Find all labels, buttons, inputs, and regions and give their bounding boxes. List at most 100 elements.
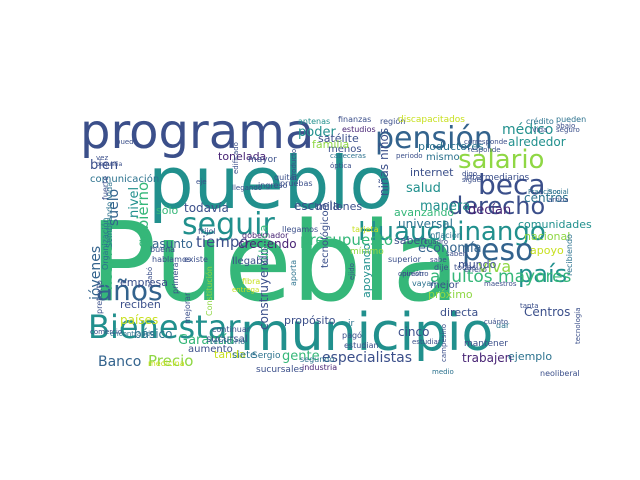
word-tiempo: tiempo	[196, 233, 249, 251]
word-presupuesto: presupuesto	[300, 231, 393, 249]
word-aumento: aumento	[188, 344, 233, 355]
word-escuela: escuela	[294, 199, 340, 213]
word-sucursal: sucursal	[206, 334, 248, 345]
word-saben: saben	[446, 250, 467, 258]
word-gobernador: gobernador	[242, 231, 289, 240]
word-region: región	[380, 116, 405, 126]
word-encontrando: encontrando	[110, 330, 154, 338]
word-pais: país	[518, 260, 567, 288]
word-adultos-mayores: adultos mayores	[430, 267, 572, 287]
word-alrededor: alrededor	[508, 135, 566, 149]
word-asunto: asunto	[152, 237, 193, 251]
word-pruebas: pruebas	[280, 179, 313, 188]
word-sigue: sigue	[462, 176, 481, 184]
word-precio: Precio	[148, 352, 193, 370]
word-sembrando-vida: Sembrando Vida	[105, 182, 114, 248]
word-antenas: antenas	[298, 117, 330, 126]
word-todavia: todavía	[184, 201, 229, 215]
word-medio: medio	[432, 368, 454, 376]
word-reciben: reciben	[120, 298, 161, 311]
word-saben: saben	[394, 234, 427, 247]
word-paises: países	[120, 313, 158, 327]
word-superior: superior	[388, 255, 422, 264]
word-digo: digo	[462, 170, 477, 178]
word-tonelada: tonelada	[218, 150, 266, 163]
word-puebla: Puebla	[90, 198, 460, 326]
word-proximo: próximo	[428, 288, 473, 301]
word-pago: pagó	[342, 330, 362, 340]
word-anos: años	[96, 274, 163, 307]
word-satelite: satélite	[318, 132, 359, 145]
word-mejor: mejor	[430, 280, 460, 291]
word-manera: manera	[420, 199, 470, 214]
word-acabo: acabó	[146, 267, 154, 288]
word-cuadro: cuadro	[424, 238, 448, 246]
word-apoyo: apoyo	[530, 244, 564, 257]
word-segundo: segundo	[300, 355, 334, 364]
word-social: Social	[548, 188, 569, 196]
word-fibra: fibra	[242, 277, 260, 286]
word-millones: millones	[316, 200, 362, 213]
word-pequena: pequeña	[96, 161, 123, 168]
word-productores: productores	[418, 140, 484, 153]
word-medico: médico	[502, 122, 553, 138]
word-corresponde: corresponde	[464, 138, 507, 146]
word-cinco: cinco	[398, 325, 429, 339]
word-internet: internet	[410, 166, 454, 179]
word-sabe: sabe	[430, 256, 447, 264]
word-todas: todas	[454, 263, 476, 272]
word-trabajen: trabajen	[462, 351, 512, 365]
word-salario: salario	[458, 145, 544, 175]
word-maestros: maestros	[484, 280, 517, 288]
word-basico: básico	[134, 327, 173, 341]
word-directa: directa	[440, 306, 478, 319]
word-proposito: propósito	[284, 314, 336, 327]
word-siete: siete	[232, 350, 256, 361]
word-neoliberal: neoliberal	[540, 369, 580, 378]
word-hospitales: hospitales	[100, 219, 116, 290]
word-garantia: Garantía	[178, 333, 234, 348]
word-vez: vez	[96, 154, 108, 162]
word-viva: viva	[478, 257, 511, 276]
word-seguro: seguro	[556, 126, 580, 134]
word-edificado: edificado	[232, 142, 240, 174]
word-centros: Centros	[524, 305, 570, 319]
word-campesino: campesino	[440, 324, 448, 362]
word-municipio: municipio	[240, 303, 493, 363]
word-territorio: territorio	[210, 337, 245, 346]
word-huauchinango: Huauchinango	[358, 217, 546, 247]
word-jovenes: jóvenes	[88, 246, 104, 301]
word-organizacion: Organización	[100, 218, 110, 270]
word-arriba: arriba	[548, 196, 569, 204]
word-especialistas: especialistas	[322, 350, 412, 366]
word-llegamos: llegamos	[282, 225, 318, 234]
word-frijol: frijol	[198, 227, 216, 236]
word-optica: óptica	[330, 162, 352, 170]
word-comunidades: comunidades	[518, 218, 592, 231]
word-menos: menos	[328, 144, 362, 155]
word-pretexto: pretexto	[95, 280, 104, 314]
word-mayor: mayor	[248, 155, 277, 165]
word-buena: buena	[150, 245, 175, 254]
word-bien: bien	[90, 158, 118, 173]
word-nivel: nivel	[127, 187, 142, 218]
word-familia: familia	[312, 138, 349, 151]
word-responde: responde	[468, 146, 501, 154]
word-constitucion: Constitución	[204, 266, 214, 316]
word-mantener: mantener	[464, 339, 508, 349]
word-industria: industria	[302, 363, 337, 372]
word-banco: Banco	[98, 354, 141, 370]
word-programa: programa	[80, 104, 314, 160]
word-poder: poder	[298, 125, 336, 140]
word-construyendo: construyendo	[257, 248, 271, 330]
word-pension: pensión	[375, 121, 493, 156]
word-minimo: mínimo	[350, 247, 384, 257]
word-solo: sólo	[156, 204, 179, 217]
word-creciendo: creciendo	[238, 237, 297, 251]
word-beca: beca	[478, 168, 546, 201]
word-ejemplo: ejemplo	[508, 350, 552, 363]
word-tarjeta: tarjeta	[352, 225, 379, 234]
word-continuar: continuar	[212, 325, 251, 334]
word-gobierno: gobierno	[134, 182, 152, 248]
word-empresa: empresa	[120, 276, 168, 289]
